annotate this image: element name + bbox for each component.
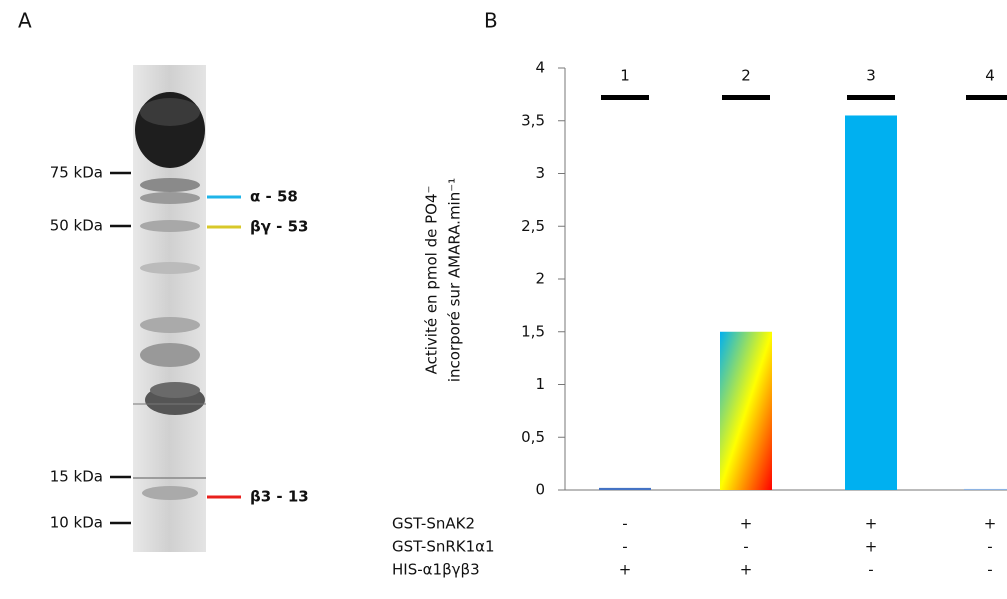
y-tick-label: 2 [535,270,545,288]
y-tick-label: 4 [535,59,545,77]
category-label: 3 [866,67,876,85]
y-tick-label: 0,5 [521,428,545,446]
y-tick-label: 1 [535,375,545,393]
condition-value: + [865,515,878,533]
annotation-label: α - 58 [250,188,298,206]
condition-value: - [987,538,992,556]
category-label: 4 [985,67,995,85]
y-tick-label: 3 [535,164,545,182]
marker-label: 75 kDa [50,164,103,182]
y-tick-label: 3,5 [521,111,545,129]
condition-value: + [740,515,753,533]
bar [964,488,1007,490]
category-marker [847,95,895,100]
category-label: 1 [620,67,630,85]
category-label: 2 [741,67,751,85]
category-marker [966,95,1007,100]
gel-lane [133,65,206,552]
marker-label: 50 kDa [50,217,103,235]
condition-label: GST-SnAK2 [392,515,475,533]
condition-value: - [868,561,873,579]
condition-value: + [740,561,753,579]
bar [599,487,651,490]
y-tick-label: 2,5 [521,217,545,235]
condition-value: + [984,515,997,533]
panel-label: B [484,9,498,33]
y-tick-label: 1,5 [521,322,545,340]
condition-value: - [622,515,627,533]
bar [845,115,897,490]
condition-label: GST-SnRK1α1 [392,538,495,556]
condition-value: - [743,538,748,556]
marker-label: 10 kDa [50,514,103,532]
y-axis-label: incorporé sur AMARA.min⁻¹ [446,178,464,382]
condition-value: - [622,538,627,556]
marker-label: 15 kDa [50,468,103,486]
y-axis-label: Activité en pmol de PO4⁻ [423,186,441,375]
panel-label: A [18,9,32,33]
condition-value: + [619,561,632,579]
category-marker [722,95,770,100]
annotation-label: β3 - 13 [250,488,309,506]
condition-label: HIS-α1βγβ3 [392,561,480,579]
condition-value: + [865,538,878,556]
y-tick-label: 0 [535,481,545,499]
category-marker [601,95,649,100]
bar [720,331,772,490]
annotation-label: βγ - 53 [250,218,309,236]
gel-markers: 75 kDa 50 kDa 15 kDa 10 kDa α - 58 βγ - 53 β3 … [50,164,309,532]
condition-value: - [987,561,992,579]
